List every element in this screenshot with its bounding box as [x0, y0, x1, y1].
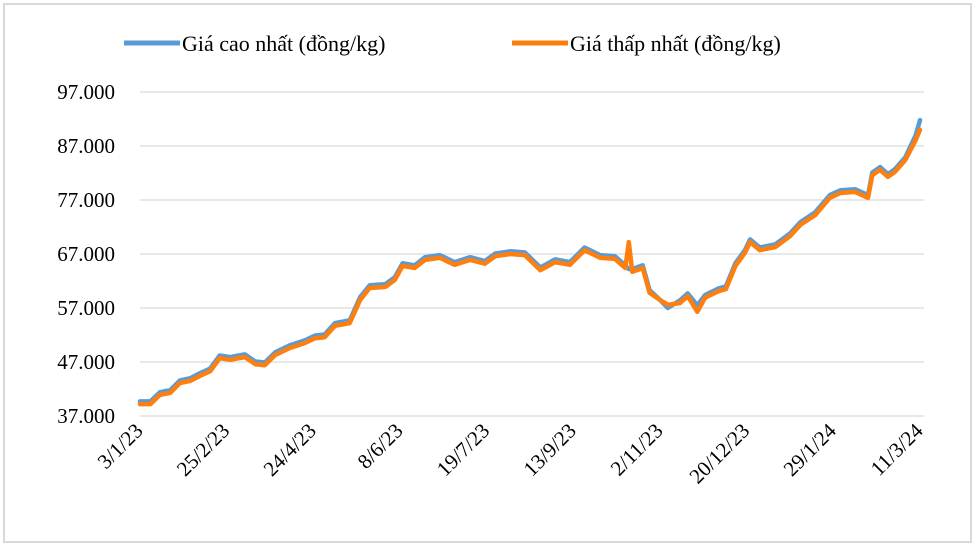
chart-frame [3, 3, 972, 543]
series-line-low [137, 127, 923, 407]
x-tick-label: 29/1/24 [779, 418, 842, 481]
x-tick-label: 13/9/23 [519, 419, 581, 481]
legend-label: Giá thấp nhất (đồng/kg) [570, 31, 781, 56]
x-tick-label: 11/3/24 [866, 418, 928, 480]
series-line-high [137, 117, 923, 404]
y-tick-label: 57.000 [57, 296, 115, 320]
x-tick-label: 25/2/23 [172, 419, 234, 481]
y-tick-label: 97.000 [57, 80, 115, 104]
x-tick-label: 8/6/23 [353, 419, 408, 474]
y-tick-label: 77.000 [57, 188, 115, 212]
legend-label: Giá cao nhất (đồng/kg) [182, 31, 385, 56]
y-tick-label: 87.000 [57, 134, 115, 158]
y-tick-label: 37.000 [57, 404, 115, 428]
x-tick-label: 24/4/23 [259, 419, 321, 481]
y-tick-label: 67.000 [57, 242, 115, 266]
x-tick-label: 2/11/23 [606, 419, 668, 481]
x-tick-label: 20/12/23 [684, 419, 754, 489]
y-tick-label: 47.000 [57, 350, 115, 374]
x-tick-label: 19/7/23 [432, 419, 494, 481]
